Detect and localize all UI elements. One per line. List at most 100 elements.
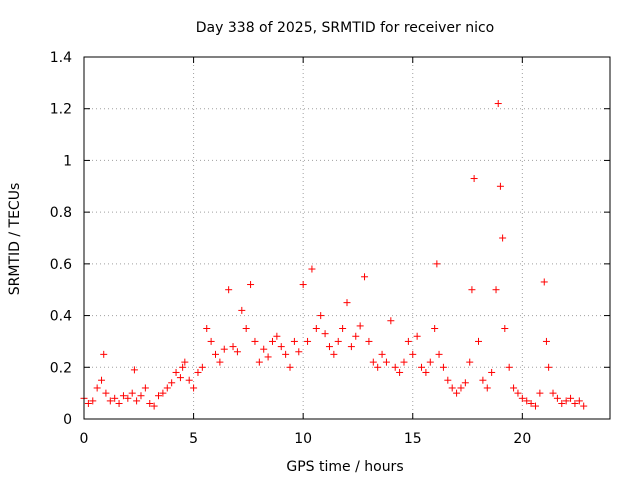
data-point [308, 265, 316, 273]
data-point [339, 325, 347, 332]
data-point [536, 389, 544, 397]
data-points [80, 100, 588, 410]
data-point [468, 286, 476, 294]
data-point [220, 345, 228, 353]
data-point [179, 363, 187, 371]
grid-layer [84, 57, 610, 419]
y-tick-label: 0.4 [50, 309, 72, 325]
data-point [290, 337, 298, 345]
data-point [102, 389, 110, 397]
data-point [321, 330, 329, 338]
data-point [545, 363, 553, 371]
data-point [448, 384, 456, 392]
data-point [111, 394, 119, 402]
data-point [198, 363, 206, 371]
data-point [496, 182, 504, 190]
chart-title: Day 338 of 2025, SRMTID for receiver nic… [196, 20, 494, 36]
data-point [444, 376, 452, 384]
data-point [580, 402, 588, 410]
data-point [98, 376, 106, 384]
data-point [172, 368, 180, 376]
data-point [299, 281, 307, 289]
data-point [426, 358, 434, 366]
data-point [435, 350, 443, 358]
data-point [365, 337, 373, 345]
data-point [518, 394, 526, 402]
data-point [115, 399, 123, 407]
data-point [475, 337, 482, 345]
data-point [433, 260, 441, 268]
data-point [361, 273, 369, 281]
data-point [268, 337, 276, 345]
data-point [247, 281, 255, 289]
x-tick-label: 5 [189, 431, 198, 447]
data-point [483, 384, 491, 392]
data-point [190, 384, 198, 392]
data-point [89, 397, 97, 405]
data-point [84, 399, 92, 407]
data-point [264, 353, 272, 361]
data-point [130, 366, 138, 374]
data-point [418, 363, 426, 371]
data-point [260, 345, 268, 353]
data-point [562, 397, 570, 405]
data-point [334, 337, 342, 345]
y-tick-label: 1 [63, 153, 72, 169]
data-point [106, 397, 114, 405]
data-point [499, 234, 507, 242]
x-tick-label: 0 [80, 431, 89, 447]
data-point [549, 389, 557, 397]
data-point [494, 100, 502, 108]
data-point [422, 368, 430, 376]
data-point [207, 337, 215, 345]
data-point [369, 358, 377, 366]
data-point [439, 363, 447, 371]
data-point [461, 379, 469, 387]
data-point [168, 379, 176, 387]
data-point [273, 332, 281, 340]
y-tick-label: 0.6 [50, 257, 72, 273]
data-point [575, 397, 583, 405]
y-tick-label: 0 [63, 412, 72, 428]
data-point [540, 278, 548, 286]
data-point [242, 325, 250, 332]
data-point [374, 363, 382, 371]
y-tick-label: 0.8 [50, 205, 72, 221]
x-tick-label: 15 [404, 431, 422, 447]
data-point [229, 343, 237, 351]
data-point [286, 363, 294, 371]
data-point [396, 368, 404, 376]
ticks-layer: 0 5 10 15 20 0 0.2 0.4 0.6 0.8 1 1.2 1.4 [50, 50, 610, 447]
data-point [378, 350, 386, 358]
data-point [216, 358, 224, 366]
data-point [325, 343, 333, 351]
data-point [155, 392, 163, 400]
x-tick-label: 10 [294, 431, 312, 447]
data-point [409, 350, 417, 358]
data-point [453, 389, 461, 397]
data-point [312, 325, 320, 332]
data-point [141, 384, 149, 392]
data-point [146, 399, 154, 407]
y-tick-label: 1.4 [50, 50, 72, 66]
data-point [470, 175, 478, 183]
data-point [466, 358, 474, 366]
data-point [159, 389, 167, 397]
data-point [505, 363, 513, 371]
data-point [124, 394, 132, 402]
data-point [238, 306, 246, 314]
data-point [282, 350, 290, 358]
data-point [185, 376, 193, 384]
data-point [330, 350, 338, 358]
data-point [571, 399, 579, 407]
data-point [304, 337, 312, 345]
data-point [317, 312, 325, 320]
data-point [431, 325, 439, 332]
data-point [567, 394, 575, 402]
data-point [255, 358, 263, 366]
data-point [343, 299, 351, 307]
data-point [492, 286, 500, 294]
data-point [387, 317, 395, 325]
data-point [128, 389, 136, 397]
data-point [413, 332, 421, 340]
